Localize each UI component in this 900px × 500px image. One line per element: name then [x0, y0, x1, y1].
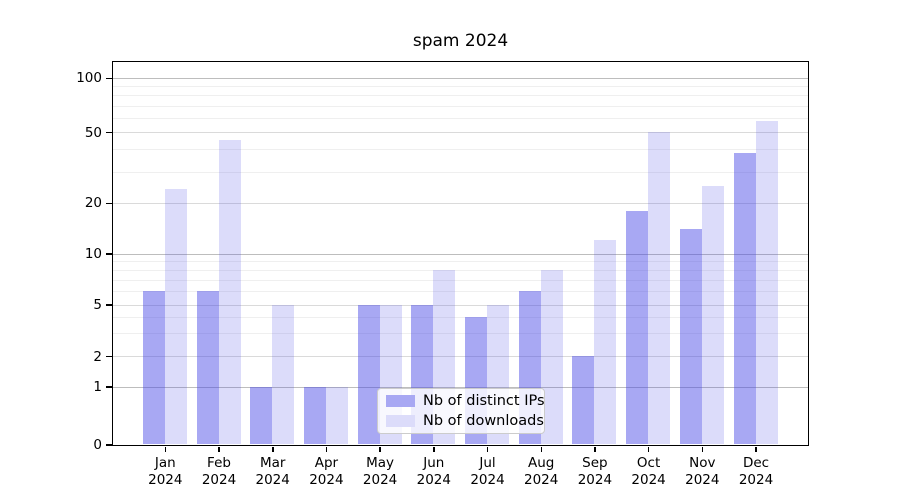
legend-item-distinct-ips: Nb of distinct IPs	[386, 393, 545, 409]
gridline-2	[113, 356, 808, 357]
bar-distinct-ips-nov-2024	[679, 228, 702, 444]
gridline-8	[113, 269, 808, 271]
gridline-9	[113, 261, 808, 263]
x-tick-mark-nov-2024	[701, 446, 703, 452]
x-tick-label-may-2024: May 2024	[362, 455, 398, 488]
x-tick-mark-mar-2024	[272, 446, 274, 452]
x-tick-label-oct-2024: Oct 2024	[631, 455, 666, 488]
legend-label-downloads: Nb of downloads	[423, 413, 544, 429]
x-tick-mark-jan-2024	[164, 446, 167, 452]
x-tick-mark-aug-2024	[540, 446, 542, 452]
bar-downloads-sep-2024	[594, 240, 617, 444]
legend-item-downloads: Nb of downloads	[386, 413, 544, 429]
bar-distinct-ips-may-2024	[357, 304, 380, 444]
plot-area: Nb of distinct IPs Nb of downloads	[112, 61, 809, 446]
bar-downloads-nov-2024	[701, 185, 724, 444]
gridline-4	[113, 317, 808, 318]
y-tick-mark-50	[106, 131, 112, 134]
bar-distinct-ips-jan-2024	[142, 291, 165, 444]
bar-distinct-ips-sep-2024	[572, 356, 595, 444]
gridlines-layer	[113, 62, 808, 445]
y-tick-label-20: 20	[84, 195, 102, 212]
legend-label-distinct-ips: Nb of distinct IPs	[423, 393, 545, 409]
bar-distinct-ips-apr-2024	[303, 386, 326, 444]
x-tick-label-jan-2024: Jan 2024	[148, 455, 183, 488]
gridline-7	[113, 279, 808, 281]
y-tick-mark-1	[106, 386, 112, 388]
y-tick-label-10: 10	[84, 246, 102, 262]
y-tick-mark-100	[106, 77, 112, 79]
y-tick-mark-2	[106, 355, 112, 358]
bar-downloads-oct-2024	[648, 132, 671, 444]
legend: Nb of distinct IPs Nb of downloads	[377, 388, 545, 434]
gridline-40	[113, 149, 808, 151]
x-tick-label-apr-2024: Apr 2024	[309, 455, 344, 488]
gridline-90	[113, 86, 808, 88]
gridline-70	[113, 105, 808, 107]
bar-downloads-dec-2024	[755, 120, 778, 444]
x-tick-label-mar-2024: Mar 2024	[255, 455, 290, 488]
bar-downloads-jan-2024	[164, 188, 187, 444]
gridline-60	[113, 117, 808, 119]
x-tick-label-dec-2024: Dec 2024	[738, 455, 774, 488]
x-tick-mark-dec-2024	[755, 446, 757, 452]
gridline-50	[113, 132, 808, 134]
x-tick-label-sep-2024: Sep 2024	[577, 455, 613, 488]
gridline-1	[113, 386, 808, 388]
x-tick-label-jul-2024: Jul 2024	[470, 455, 505, 488]
bar-distinct-ips-oct-2024	[626, 210, 649, 444]
bar-downloads-apr-2024	[325, 386, 348, 444]
bar-distinct-ips-feb-2024	[196, 291, 219, 444]
x-tick-label-jun-2024: Jun 2024	[416, 455, 451, 488]
x-tick-mark-oct-2024	[647, 446, 650, 452]
gridline-3	[113, 333, 808, 335]
gridline-30	[113, 171, 808, 173]
y-tick-mark-5	[106, 304, 112, 306]
y-tick-label-1: 1	[93, 379, 102, 395]
y-tick-mark-0	[106, 444, 112, 446]
gridline-5	[113, 304, 808, 306]
y-tick-label-0: 0	[93, 437, 102, 453]
legend-swatch-downloads	[386, 415, 415, 427]
y-tick-label-100: 100	[76, 70, 102, 87]
y-tick-label-2: 2	[93, 348, 102, 365]
bar-downloads-aug-2024	[540, 269, 563, 444]
x-tick-mark-jun-2024	[433, 446, 435, 452]
gridline-6	[113, 291, 808, 293]
y-tick-label-50: 50	[84, 124, 102, 141]
x-tick-label-feb-2024: Feb 2024	[201, 455, 237, 488]
gridline-100	[113, 77, 808, 79]
x-tick-mark-sep-2024	[594, 446, 596, 452]
x-tick-mark-apr-2024	[325, 446, 328, 452]
y-tick-mark-10	[106, 253, 112, 255]
x-tick-label-nov-2024: Nov 2024	[685, 455, 720, 488]
gridline-10	[113, 253, 808, 255]
bar-distinct-ips-dec-2024	[733, 153, 756, 444]
x-tick-mark-jul-2024	[486, 446, 489, 452]
gridline-20	[113, 202, 808, 204]
y-tick-mark-20	[106, 202, 112, 205]
bar-distinct-ips-mar-2024	[250, 386, 273, 444]
x-tick-mark-feb-2024	[218, 446, 220, 452]
legend-swatch-distinct-ips	[386, 395, 415, 407]
chart-title: spam 2024	[412, 31, 509, 51]
x-tick-mark-may-2024	[379, 446, 381, 452]
bar-downloads-feb-2024	[218, 140, 241, 444]
y-tick-label-5: 5	[93, 297, 102, 313]
x-tick-label-aug-2024: Aug 2024	[524, 455, 559, 488]
gridline-80	[113, 95, 808, 97]
bar-downloads-mar-2024	[272, 304, 295, 444]
